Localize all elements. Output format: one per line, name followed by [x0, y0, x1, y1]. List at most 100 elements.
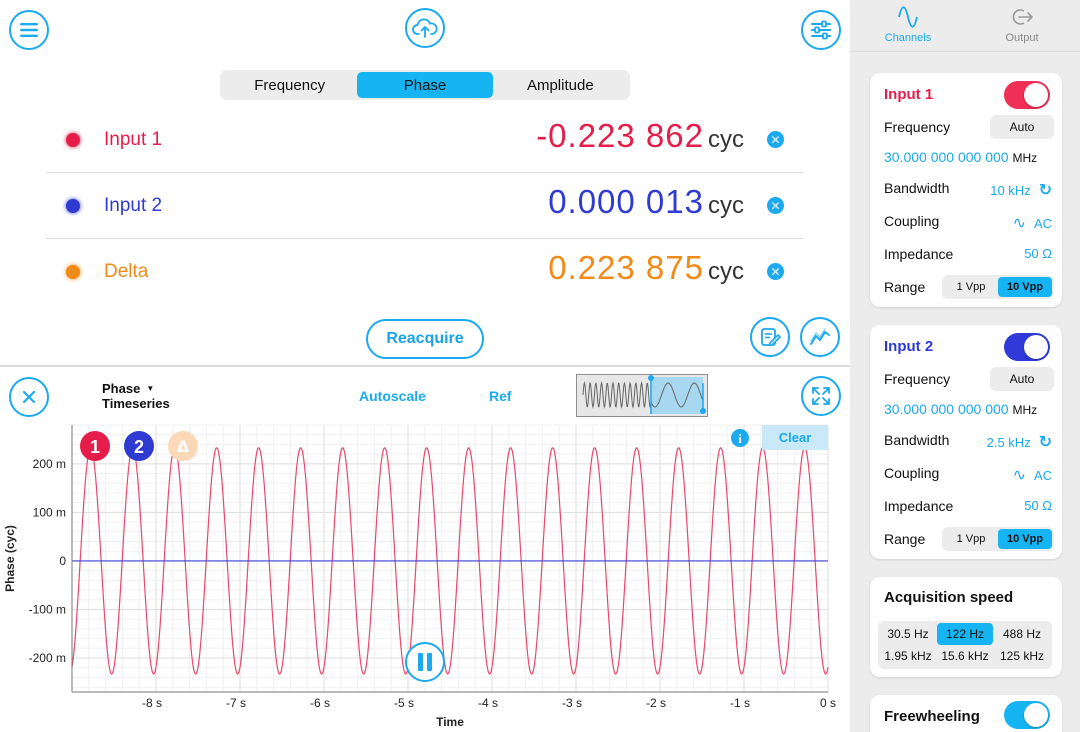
frequency-number: 30.000 000 000 000	[884, 401, 1009, 417]
tab-amplitude[interactable]: Amplitude	[526, 76, 594, 94]
close-icon: ✕	[770, 132, 781, 147]
measurement-name: Input 2	[104, 195, 163, 216]
input-2-bandwidth-value[interactable]: 2.5 kHz ↻	[884, 432, 1052, 452]
section-divider	[0, 365, 850, 367]
input-2-coupling-label: Coupling	[884, 465, 940, 481]
range-1vpp-option[interactable]: 1 Vpp	[956, 533, 986, 545]
coupling-value: AC	[1033, 216, 1052, 231]
x-tick-label: 0 s	[820, 696, 836, 710]
input-1-frequency-label: Frequency	[884, 119, 951, 135]
freewheeling-label: Freewheeling	[884, 708, 980, 725]
settings-sliders-button[interactable]	[801, 10, 841, 50]
x-tick-label: -2 s	[646, 696, 666, 710]
cloud-upload-button[interactable]	[405, 8, 445, 48]
close-icon: ✕	[770, 198, 781, 213]
side-panel-tabs: Channels Output	[850, 0, 1080, 52]
tab-phase[interactable]: Phase	[357, 72, 493, 98]
bandwidth-value: 10 kHz	[990, 183, 1031, 198]
notes-button[interactable]	[750, 317, 790, 357]
input-1-bandwidth-label: Bandwidth	[884, 180, 950, 196]
chart-series	[71, 447, 829, 675]
tab-output-label: Output	[1005, 32, 1039, 44]
range-10vpp-option[interactable]: 10 Vpp	[998, 529, 1052, 549]
close-icon	[22, 390, 36, 404]
input-2-badge	[124, 431, 154, 461]
refresh-icon: ↻	[1038, 434, 1052, 451]
plot-mode-selector[interactable]: Phase ▼ Timeseries	[102, 381, 170, 411]
timeline-preview[interactable]	[576, 374, 708, 417]
measurement-name: Input 1	[104, 129, 163, 150]
input-1-impedance-value[interactable]: 50 Ω	[1024, 246, 1052, 261]
remove-measurement-button[interactable]: ✕	[767, 197, 784, 214]
remove-measurement-button[interactable]: ✕	[767, 263, 784, 280]
range-10vpp-option[interactable]: 10 Vpp	[998, 277, 1052, 297]
input-1-frequency-value[interactable]: 30.000 000 000 000 MHz	[884, 149, 1058, 165]
input-2-frequency-auto-button[interactable]: Auto	[990, 367, 1054, 391]
coupling-value: AC	[1033, 468, 1052, 483]
tab-output[interactable]: Output	[982, 4, 1062, 44]
input-1-range-control: 1 Vpp 10 Vpp	[942, 275, 1054, 299]
measurement-type-segmented-control: Frequency Phase Amplitude	[220, 70, 630, 100]
input-1-impedance-label: Impedance	[884, 246, 954, 262]
tab-frequency[interactable]: Frequency	[254, 76, 326, 94]
frequency-unit: MHz	[1012, 403, 1038, 417]
x-tick-label: -1 s	[730, 696, 750, 710]
measurement-number: -0.223 862	[536, 117, 704, 154]
speed-option[interactable]: 1.95 kHz	[884, 649, 932, 664]
input-2-toggle[interactable]	[1004, 333, 1050, 361]
plot-area	[72, 425, 828, 692]
input-1-card: Input 1 Frequency Auto 30.000 000 000 00…	[870, 73, 1062, 307]
x-tick-label: -6 s	[310, 696, 330, 710]
x-tick-label: -7 s	[226, 696, 246, 710]
chart-axes: -8 s -7 s -6 s -5 s -4 s -3 s -2 s -1 s 0 s 200 m…	[3, 425, 836, 729]
input-1-toggle[interactable]	[1004, 81, 1050, 109]
clear-button[interactable]: Clear	[762, 425, 828, 450]
ref-button[interactable]: Ref	[489, 388, 512, 404]
input-2-card: Input 2 Frequency Auto 30.000 000 000 00…	[870, 325, 1062, 559]
y-axis-title: Phase (cyc)	[3, 525, 17, 592]
speed-option-selected[interactable]: 122 Hz	[937, 623, 993, 645]
input-2-coupling-value[interactable]: ∿ AC	[884, 465, 1052, 485]
menu-button[interactable]	[9, 10, 49, 50]
plot-quantity: Phase	[102, 381, 141, 396]
cloud-upload-icon	[412, 18, 438, 38]
speed-option[interactable]: 488 Hz	[1002, 626, 1042, 641]
output-arrow-icon	[1012, 9, 1033, 25]
input-2-frequency-value[interactable]: 30.000 000 000 000 MHz	[884, 401, 1058, 417]
freewheeling-toggle[interactable]	[1004, 701, 1050, 729]
speed-option[interactable]: 15.6 kHz	[941, 649, 989, 664]
reacquire-button[interactable]: Reacquire	[366, 319, 484, 359]
measurement-value: 0.223 875 cyc	[548, 249, 744, 287]
tab-channels-label: Channels	[884, 32, 932, 44]
input-1-range-label: Range	[884, 279, 926, 295]
input-1-bandwidth-value[interactable]: 10 kHz ↻	[884, 180, 1052, 200]
fullscreen-button[interactable]	[801, 376, 841, 416]
measurement-name: Delta	[104, 261, 149, 282]
pause-icon	[418, 653, 423, 671]
expand-arrows-icon	[812, 387, 830, 405]
tab-channels[interactable]: Channels	[868, 4, 948, 44]
main-area: Frequency Phase Amplitude Input 1 -0.223…	[0, 8, 850, 732]
remove-measurement-button[interactable]: ✕	[767, 131, 784, 148]
hamburger-menu-icon	[20, 23, 38, 37]
info-button[interactable]: i	[731, 429, 749, 447]
pause-button[interactable]	[405, 642, 445, 682]
frequency-number: 30.000 000 000 000	[884, 149, 1009, 165]
range-1vpp-option[interactable]: 1 Vpp	[956, 281, 986, 293]
input-1-frequency-auto-button[interactable]: Auto	[990, 115, 1054, 139]
phase-timeseries-chart[interactable]: -8 s -7 s -6 s -5 s -4 s -3 s -2 s -1 s 0 s 200 m…	[0, 420, 850, 732]
input-2-impedance-value[interactable]: 50 Ω	[1024, 498, 1052, 513]
measurement-number: 0.223 875	[548, 249, 704, 286]
close-icon: ✕	[770, 264, 781, 279]
dropdown-caret-icon: ▼	[146, 384, 155, 393]
chart-view-button[interactable]	[800, 317, 840, 357]
input-1-coupling-value[interactable]: ∿ AC	[884, 213, 1052, 233]
speed-option[interactable]: 125 kHz	[999, 649, 1045, 664]
input-2-color-dot	[66, 199, 80, 213]
bandwidth-value: 2.5 kHz	[986, 435, 1031, 450]
x-tick-label: -4 s	[478, 696, 498, 710]
close-plot-button[interactable]	[9, 377, 49, 417]
autoscale-button[interactable]: Autoscale	[359, 388, 426, 404]
speed-option[interactable]: 30.5 Hz	[887, 626, 929, 641]
delta-badge-label: Δ	[177, 437, 190, 456]
